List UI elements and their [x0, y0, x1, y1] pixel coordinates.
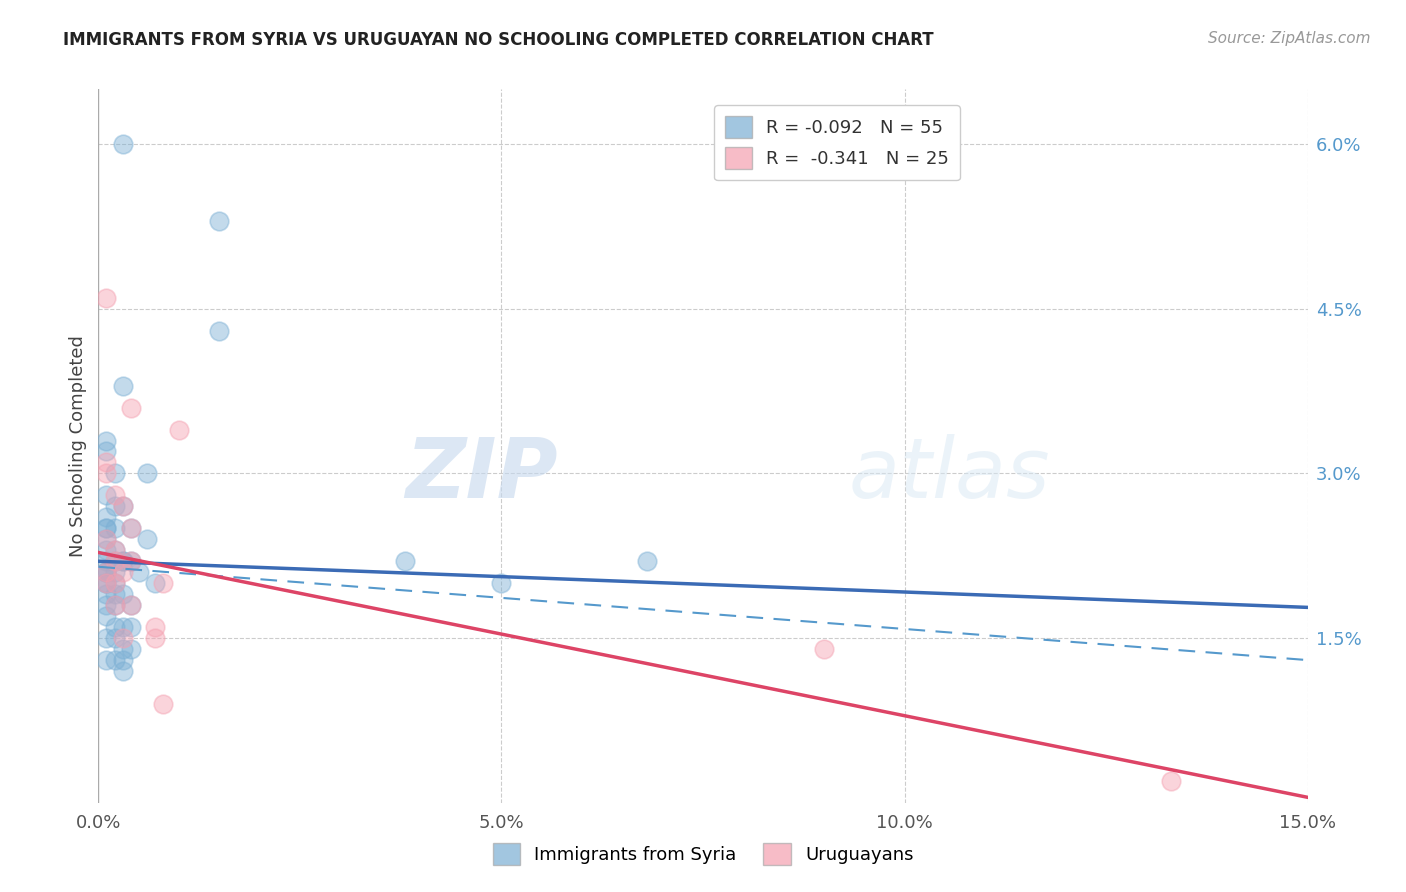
Point [96, 566, 118, 580]
Point [103, 587, 125, 601]
Point [96, 510, 118, 524]
Point [103, 598, 125, 612]
Point [208, 214, 231, 228]
Point [167, 423, 190, 437]
Point [96, 566, 118, 580]
Point [103, 566, 125, 580]
Point [111, 620, 134, 634]
Point [120, 554, 142, 568]
Point [103, 554, 125, 568]
Point [636, 554, 658, 568]
Point [111, 554, 134, 568]
Point [120, 620, 142, 634]
Point [96, 598, 118, 612]
Point [96, 609, 118, 624]
Text: Source: ZipAtlas.com: Source: ZipAtlas.com [1208, 31, 1371, 46]
Point [96, 444, 118, 458]
Point [96, 554, 118, 568]
Point [111, 554, 134, 568]
Point [103, 488, 125, 502]
Point [394, 554, 416, 568]
Point [111, 378, 134, 392]
Point [143, 576, 166, 591]
Point [103, 543, 125, 558]
Point [152, 697, 174, 711]
Point [111, 137, 134, 152]
Point [103, 554, 125, 568]
Point [96, 566, 118, 580]
Point [120, 521, 142, 535]
Point [96, 576, 118, 591]
Point [96, 543, 118, 558]
Point [103, 576, 125, 591]
Point [120, 598, 142, 612]
Point [96, 653, 118, 667]
Point [111, 587, 134, 601]
Point [96, 631, 118, 645]
Point [96, 521, 118, 535]
Point [96, 566, 118, 580]
Y-axis label: No Schooling Completed: No Schooling Completed [69, 335, 87, 557]
Point [111, 653, 134, 667]
Point [96, 521, 118, 535]
Point [96, 576, 118, 591]
Point [135, 467, 157, 481]
Point [96, 576, 118, 591]
Point [96, 533, 118, 547]
Point [120, 401, 142, 415]
Text: atlas: atlas [848, 434, 1050, 515]
Point [111, 566, 134, 580]
Point [143, 620, 166, 634]
Point [103, 653, 125, 667]
Point [120, 554, 142, 568]
Point [813, 642, 835, 657]
Point [135, 533, 157, 547]
Point [491, 576, 513, 591]
Point [96, 455, 118, 469]
Legend: R = -0.092   N = 55, R =  -0.341   N = 25: R = -0.092 N = 55, R = -0.341 N = 25 [714, 105, 960, 180]
Point [103, 620, 125, 634]
Point [96, 587, 118, 601]
Text: IMMIGRANTS FROM SYRIA VS URUGUAYAN NO SCHOOLING COMPLETED CORRELATION CHART: IMMIGRANTS FROM SYRIA VS URUGUAYAN NO SC… [63, 31, 934, 49]
Point [120, 598, 142, 612]
Point [128, 566, 150, 580]
Point [103, 576, 125, 591]
Point [111, 664, 134, 678]
Point [96, 467, 118, 481]
Point [111, 642, 134, 657]
Point [143, 631, 166, 645]
Point [111, 500, 134, 514]
Point [96, 434, 118, 448]
Point [96, 488, 118, 502]
Point [103, 500, 125, 514]
Point [103, 631, 125, 645]
Point [111, 500, 134, 514]
Point [120, 521, 142, 535]
Point [120, 642, 142, 657]
Legend: Immigrants from Syria, Uruguayans: Immigrants from Syria, Uruguayans [485, 836, 921, 872]
Point [103, 467, 125, 481]
Point [111, 631, 134, 645]
Point [152, 576, 174, 591]
Point [103, 598, 125, 612]
Point [103, 521, 125, 535]
Text: ZIP: ZIP [405, 434, 558, 515]
Point [96, 291, 118, 305]
Point [96, 533, 118, 547]
Point [103, 543, 125, 558]
Point [208, 324, 231, 338]
Point [1160, 773, 1182, 788]
